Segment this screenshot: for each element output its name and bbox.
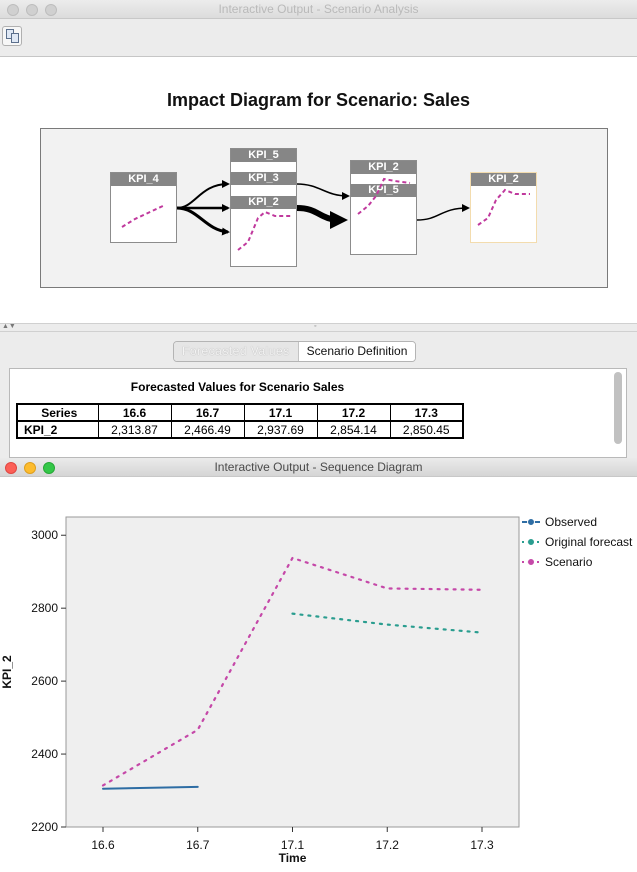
collapse-arrows-icon[interactable]: ▲▼ bbox=[2, 323, 16, 330]
y-tick-label: 2200 bbox=[31, 820, 58, 834]
column-header: 16.7 bbox=[170, 403, 245, 422]
column-header: 17.3 bbox=[389, 403, 464, 422]
legend-label: Observed bbox=[545, 515, 597, 529]
sequence-chart: 2200 2400 2600 2800 3000 16.6 16.7 17.1 17.2 17.3… bbox=[0, 515, 633, 865]
table-cell: 2,466.49 bbox=[170, 420, 245, 439]
sequence-window-title: Interactive Output - Sequence Diagram bbox=[214, 460, 423, 474]
legend-marker bbox=[527, 518, 535, 526]
node-label: KPI_2 bbox=[351, 161, 416, 174]
tab-forecasted-values[interactable]: Forecasted Values bbox=[174, 342, 299, 361]
scenario-window-title: Interactive Output - Scenario Analysis bbox=[218, 2, 419, 16]
x-tick-label: 16.6 bbox=[91, 838, 115, 852]
node-label: KPI_2 bbox=[471, 173, 536, 186]
node-label: KPI_5 bbox=[351, 184, 416, 197]
node-sparkline bbox=[357, 177, 411, 215]
y-tick-label: 2400 bbox=[31, 747, 58, 761]
edge-arrow bbox=[296, 205, 348, 229]
diagram-title: Impact Diagram for Scenario: Sales bbox=[166, 90, 471, 110]
tab-bar: Forecasted Values Scenario Definition bbox=[173, 341, 417, 362]
close-button[interactable] bbox=[5, 462, 17, 474]
forecast-table-title: Forecasted Values for Scenario Sales bbox=[130, 380, 345, 394]
node-sparkline bbox=[237, 210, 291, 251]
edge-arrow bbox=[176, 180, 230, 209]
node-sparkline bbox=[477, 188, 530, 226]
node-kpi4[interactable]: KPI_4 bbox=[110, 172, 177, 243]
column-header: 16.6 bbox=[97, 403, 172, 422]
x-axis-label: Time bbox=[279, 851, 307, 865]
series-line-scenario bbox=[101, 556, 484, 787]
close-button[interactable] bbox=[7, 4, 19, 16]
table-cell: 2,850.45 bbox=[389, 420, 464, 439]
legend-marker bbox=[527, 558, 535, 566]
sequence-window-titlebar[interactable]: Interactive Output - Sequence Diagram bbox=[0, 458, 637, 477]
minimize-button[interactable] bbox=[26, 4, 38, 16]
minimize-button[interactable] bbox=[24, 462, 36, 474]
column-header: 17.1 bbox=[243, 403, 318, 422]
edge-arrow bbox=[176, 206, 230, 236]
plot-area bbox=[65, 516, 520, 828]
node-label: KPI_2 bbox=[231, 196, 296, 209]
node-label: KPI_3 bbox=[231, 172, 296, 185]
forecast-table: Series 16.6 16.7 17.1 17.2 17.3 KPI_2 2,… bbox=[16, 403, 464, 439]
series-line-observed bbox=[102, 785, 199, 790]
legend-label: Original forecast bbox=[545, 535, 633, 549]
table-cell: 2,854.14 bbox=[316, 420, 391, 439]
node-kpi2-target[interactable]: KPI_2 bbox=[470, 172, 537, 243]
tab-scenario-definition[interactable]: Scenario Definition bbox=[298, 342, 416, 361]
splitter-handle[interactable]: ▲▼ ◦ bbox=[0, 323, 637, 332]
node-stack-third[interactable]: KPI_2 KPI_5 bbox=[350, 160, 417, 255]
table-row: KPI_2 2,313.87 2,466.49 2,937.69 2,854.1… bbox=[16, 420, 464, 439]
y-tick-label: 2600 bbox=[31, 674, 58, 688]
series-line-original-forecast bbox=[291, 612, 484, 634]
zoom-button[interactable] bbox=[45, 4, 57, 16]
sequence-diagram-window: Interactive Output - Sequence Diagram 22… bbox=[0, 458, 637, 872]
table-cell: 2,937.69 bbox=[243, 420, 318, 439]
vertical-scrollbar[interactable] bbox=[614, 372, 622, 444]
column-header: Series bbox=[16, 403, 99, 422]
node-label: KPI_5 bbox=[231, 149, 296, 162]
toolbar bbox=[0, 19, 637, 57]
node-stack-middle[interactable]: KPI_5 KPI_3 KPI_2 bbox=[230, 148, 297, 267]
zoom-button[interactable] bbox=[43, 462, 55, 474]
copy-button[interactable] bbox=[2, 26, 22, 46]
copy-icon-front bbox=[11, 33, 19, 43]
x-tick-label: 17.1 bbox=[281, 838, 305, 852]
y-axis-label: KPI_2 bbox=[0, 655, 14, 689]
legend-label: Scenario bbox=[545, 555, 593, 569]
column-header: 17.2 bbox=[316, 403, 391, 422]
table-cell: 2,313.87 bbox=[97, 420, 172, 439]
table-header-row: Series 16.6 16.7 17.1 17.2 17.3 bbox=[16, 403, 464, 422]
edge-arrow bbox=[416, 204, 470, 221]
table-cell: KPI_2 bbox=[16, 420, 99, 439]
x-tick-label: 17.3 bbox=[470, 838, 494, 852]
node-label: KPI_4 bbox=[111, 173, 176, 186]
edge-arrow bbox=[296, 183, 350, 200]
diagram-connectors bbox=[121, 177, 530, 251]
scenario-window-titlebar[interactable]: Interactive Output - Scenario Analysis bbox=[0, 0, 637, 19]
x-tick-label: 17.2 bbox=[376, 838, 400, 852]
x-tick-label: 16.7 bbox=[186, 838, 210, 852]
y-tick-label: 3000 bbox=[31, 528, 58, 542]
grip-icon[interactable]: ◦ bbox=[314, 323, 317, 330]
node-sparkline bbox=[121, 204, 166, 228]
y-tick-label: 2800 bbox=[31, 601, 58, 615]
legend-marker bbox=[527, 538, 535, 546]
scenario-analysis-window: Interactive Output - Scenario Analysis I… bbox=[0, 0, 637, 458]
